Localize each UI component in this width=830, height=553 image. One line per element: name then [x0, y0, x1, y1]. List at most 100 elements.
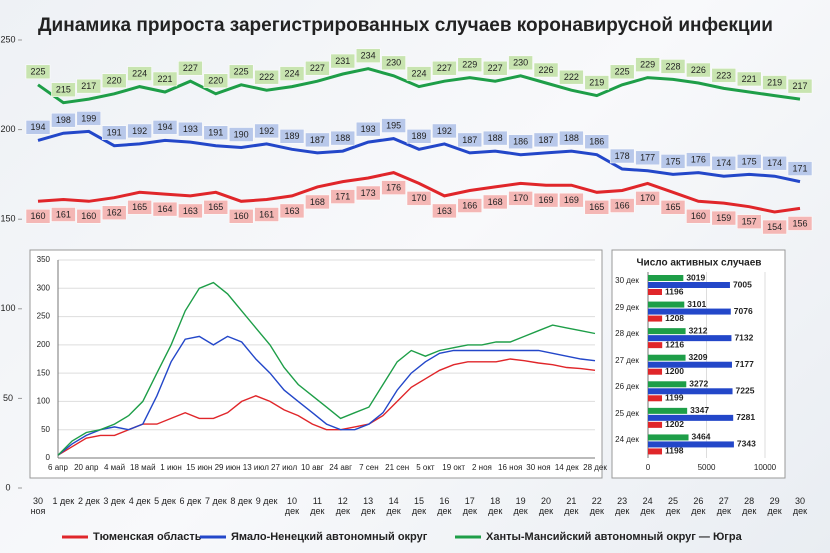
- data-label-box: [533, 62, 559, 78]
- data-label: 165: [665, 202, 680, 212]
- bar: [648, 395, 663, 402]
- data-label: 170: [513, 193, 528, 203]
- bar-value-label: 3212: [689, 325, 708, 335]
- data-label-box: [457, 198, 483, 213]
- bar-value-label: 3347: [690, 405, 709, 415]
- data-label-box: [76, 78, 102, 94]
- data-label: 227: [437, 63, 452, 73]
- x-tick-label: 14 дек: [555, 463, 579, 472]
- data-label: 171: [335, 191, 350, 201]
- data-label: 226: [538, 65, 553, 75]
- data-label: 215: [56, 85, 71, 95]
- data-label-box: [406, 129, 432, 144]
- series-line: [57, 281, 596, 456]
- x-tick-label: 10 авг: [301, 463, 324, 472]
- bar: [648, 335, 732, 342]
- data-label-box: [51, 207, 76, 222]
- x-tick-label: 7 сен: [359, 463, 379, 472]
- data-label: 188: [564, 133, 579, 143]
- data-label-box: [406, 191, 432, 206]
- data-label-box: [762, 219, 787, 235]
- data-label: 178: [615, 151, 630, 161]
- data-label: 224: [284, 68, 299, 78]
- data-label: 189: [284, 131, 299, 141]
- data-label: 169: [538, 195, 553, 205]
- x-tick-label: 1 июн: [160, 463, 182, 472]
- data-label-box: [279, 129, 305, 144]
- x-tick-label: 29 июн: [215, 463, 241, 472]
- data-label-box: [355, 185, 381, 201]
- x-tick-label: 0: [646, 463, 651, 472]
- x-tick-label: 21 сен: [385, 463, 409, 472]
- data-label-box: [178, 203, 203, 219]
- data-label-box: [228, 209, 254, 224]
- data-label: 170: [411, 193, 426, 203]
- bar: [648, 275, 684, 281]
- data-label-box: [330, 130, 356, 146]
- y-tick-label: 27 дек: [615, 355, 639, 365]
- y-tick-label: 100: [0, 303, 15, 313]
- data-label: 219: [589, 77, 604, 87]
- data-label-box: [457, 132, 483, 148]
- data-label: 227: [183, 63, 198, 73]
- data-label: 187: [310, 135, 325, 145]
- x-tick-label: 8 дек: [230, 496, 253, 506]
- data-label: 217: [792, 81, 807, 91]
- data-label-box: [736, 71, 762, 87]
- x-tick-label: 20 дек: [538, 496, 554, 516]
- bar-value-label: 1199: [665, 393, 684, 403]
- data-label: 217: [81, 81, 96, 91]
- data-label-box: [279, 66, 305, 81]
- data-label: 199: [81, 113, 96, 123]
- data-label: 220: [107, 76, 122, 86]
- data-label-box: [482, 194, 508, 210]
- y-tick-label: 0: [5, 482, 10, 492]
- data-label-box: [508, 191, 533, 206]
- y-tick-label: 100: [37, 397, 51, 406]
- bar: [648, 441, 734, 448]
- data-label: 163: [183, 206, 198, 216]
- data-label-box: [406, 66, 432, 81]
- data-label: 225: [234, 67, 249, 77]
- data-label-box: [660, 200, 686, 215]
- data-label-box: [203, 200, 229, 215]
- series-line: [57, 335, 596, 456]
- x-tick-label: 26 дек: [691, 496, 706, 516]
- data-label: 165: [589, 202, 604, 212]
- y-tick-label: 29 дек: [615, 302, 639, 312]
- data-label-box: [584, 75, 610, 90]
- data-label: 230: [513, 58, 528, 68]
- data-label-box: [51, 112, 76, 128]
- data-label: 192: [437, 126, 452, 136]
- data-label-box: [228, 127, 254, 142]
- data-label-box: [432, 123, 457, 139]
- x-tick-label: 19 дек: [513, 496, 528, 516]
- x-tick-label: 5 дек: [154, 496, 176, 506]
- y-tick-label: 0: [46, 453, 51, 462]
- y-tick-label: 30 дек: [615, 276, 639, 285]
- data-label: 160: [30, 211, 45, 221]
- x-tick-label: 6 дек: [179, 496, 202, 506]
- data-label: 225: [30, 67, 45, 77]
- data-label: 221: [157, 74, 172, 84]
- data-label-box: [25, 209, 51, 224]
- bar-value-label: 1200: [665, 366, 684, 376]
- data-label-box: [508, 134, 533, 149]
- data-label: 228: [665, 61, 680, 71]
- bar-value-label: 7343: [737, 439, 756, 449]
- chart-title: Динамика прироста зарегистрированных слу…: [38, 15, 773, 36]
- y-tick-label: 25 дек: [615, 408, 639, 418]
- x-tick-label: 9 дек: [255, 496, 278, 506]
- data-label-box: [482, 60, 508, 76]
- data-label-box: [559, 130, 584, 146]
- bar: [648, 282, 730, 288]
- data-label-box: [533, 192, 559, 208]
- data-label-box: [355, 121, 381, 137]
- data-label-box: [381, 118, 406, 133]
- bar: [648, 354, 686, 361]
- bar: [648, 388, 733, 395]
- bar: [648, 361, 732, 368]
- data-label-box: [762, 155, 787, 171]
- x-tick-label: 24 авг: [329, 463, 352, 472]
- x-tick-label: 19 окт: [442, 463, 465, 472]
